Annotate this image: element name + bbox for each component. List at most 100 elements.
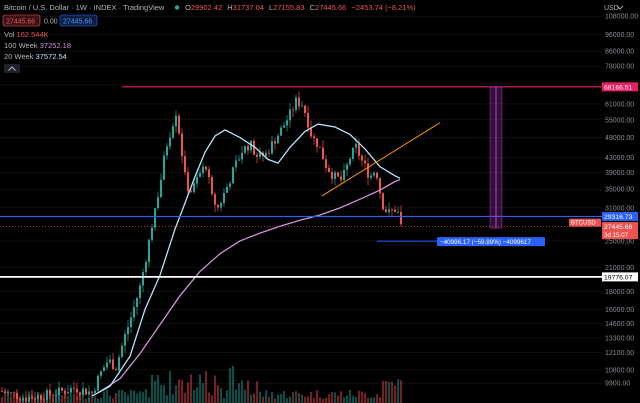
candle xyxy=(184,156,186,173)
volume-bar xyxy=(291,392,295,403)
candle xyxy=(22,398,24,401)
candle xyxy=(85,388,87,395)
candle xyxy=(301,105,303,107)
candle xyxy=(238,159,240,161)
volume-bar xyxy=(396,379,400,403)
volume-bar xyxy=(354,396,358,403)
volume-bar xyxy=(213,375,217,403)
volume-bar xyxy=(288,396,292,403)
candle xyxy=(175,115,177,127)
sell-button[interactable] xyxy=(2,14,41,27)
candle xyxy=(253,140,255,155)
candle xyxy=(46,390,48,401)
candle xyxy=(256,154,258,157)
candle xyxy=(7,392,9,394)
moving-average-line-20-week[interactable] xyxy=(91,123,401,397)
candle xyxy=(355,143,357,148)
price-label-box xyxy=(602,272,638,282)
candle xyxy=(94,390,96,393)
candle xyxy=(298,97,300,107)
candle xyxy=(49,390,51,396)
candle xyxy=(391,209,393,211)
volume-bar xyxy=(237,383,241,403)
candle xyxy=(364,160,366,164)
volume-bar xyxy=(387,381,391,403)
volume-bar xyxy=(222,398,226,403)
candle xyxy=(187,172,189,192)
candle xyxy=(196,176,198,184)
price-axis[interactable] xyxy=(602,0,640,403)
candle xyxy=(16,393,18,400)
candle xyxy=(31,396,33,399)
volume-bar xyxy=(249,394,253,403)
volume-bar xyxy=(126,394,130,403)
chevron-down-icon[interactable] xyxy=(616,5,624,10)
collapse-legend-button[interactable] xyxy=(4,64,20,73)
symbol-tag xyxy=(569,218,601,227)
candle xyxy=(397,211,399,213)
svg-text:Vol 162.544K: Vol 162.544K xyxy=(4,30,49,39)
candle xyxy=(70,388,72,393)
volume-bar xyxy=(228,368,232,403)
candle xyxy=(154,208,156,228)
candle xyxy=(112,359,114,370)
volume-bar xyxy=(168,370,172,403)
volume-bar xyxy=(102,391,106,403)
candle xyxy=(130,317,132,328)
candle xyxy=(244,145,246,153)
candle xyxy=(139,285,141,298)
volume-bar xyxy=(315,390,319,403)
candle xyxy=(289,109,291,121)
volume-bar xyxy=(303,396,307,403)
volume-bar xyxy=(180,379,184,403)
indicator-vol[interactable]: Vol 162.544K xyxy=(4,30,49,39)
candle xyxy=(133,307,135,318)
candle xyxy=(376,172,378,179)
moving-average-line-100-week[interactable] xyxy=(97,178,401,394)
candle xyxy=(88,391,90,395)
volume-bar xyxy=(66,395,70,403)
candle xyxy=(115,369,117,371)
price-label: 68166.51 xyxy=(604,84,633,91)
volume-bar xyxy=(195,387,199,403)
volume-bar xyxy=(105,389,109,403)
price-tick-label: 96000.00 xyxy=(605,32,634,39)
candle xyxy=(223,192,225,203)
volume-bar xyxy=(12,394,16,403)
volume-bar xyxy=(174,385,178,403)
volume-bar xyxy=(84,398,88,403)
volume-bar xyxy=(369,397,373,403)
spread-value: 0.00 xyxy=(44,19,58,26)
indicator-20-week[interactable]: 20 Week 37572.54 xyxy=(4,52,67,61)
candle xyxy=(190,191,192,192)
measure-label-box xyxy=(437,237,545,247)
price-tick-label: 9900.00 xyxy=(605,381,630,388)
candle xyxy=(55,395,57,397)
candle xyxy=(124,334,126,346)
candle xyxy=(121,345,123,358)
candle xyxy=(211,177,213,195)
candle xyxy=(358,143,360,156)
volume-bar xyxy=(306,396,310,403)
volume-bar xyxy=(225,390,229,403)
candle xyxy=(337,172,339,177)
volume-bar xyxy=(345,395,349,403)
candle xyxy=(304,105,306,114)
volume-bar xyxy=(120,390,124,403)
candle xyxy=(157,197,159,209)
price-label-box xyxy=(602,82,638,92)
candle xyxy=(325,159,327,168)
candle xyxy=(292,109,294,111)
candle xyxy=(295,97,297,111)
volume-bar xyxy=(264,390,268,403)
candle xyxy=(172,126,174,138)
indicator-100-week[interactable]: 100 Week 37252.18 xyxy=(4,41,71,50)
volume-bar xyxy=(261,396,265,403)
candle xyxy=(76,388,78,393)
volume-bar xyxy=(9,396,13,403)
volume-bar xyxy=(183,392,187,403)
volume-bar xyxy=(210,395,214,403)
trend-line[interactable] xyxy=(321,122,441,197)
buy-button[interactable] xyxy=(59,14,98,27)
